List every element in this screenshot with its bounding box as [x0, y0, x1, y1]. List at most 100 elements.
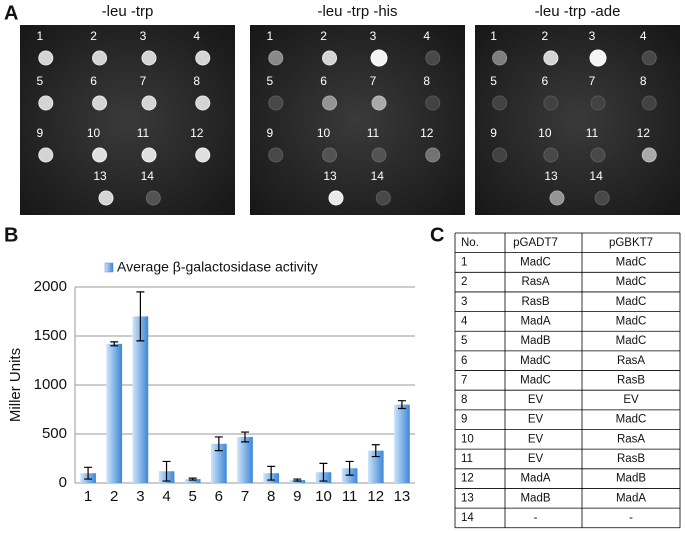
- colony: [195, 147, 211, 163]
- colony: [425, 50, 441, 66]
- table-cell: 12: [461, 473, 474, 485]
- colony-label: 9: [490, 126, 497, 140]
- colony: [370, 49, 388, 67]
- y-axis-title: Miller Units: [7, 348, 24, 422]
- colony-label: 5: [490, 74, 497, 88]
- x-tick-label: 11: [342, 488, 358, 505]
- table-header: pGBKT7: [609, 237, 653, 249]
- table-cell: EV: [528, 453, 544, 465]
- colony: [594, 190, 610, 206]
- table-cell: 5: [461, 335, 467, 347]
- colony-label: 13: [93, 169, 107, 183]
- error-bar: [110, 341, 119, 347]
- colony-label: 10: [317, 126, 331, 140]
- colony-label: 11: [367, 126, 380, 140]
- colony: [543, 50, 559, 66]
- y-tick-label: 0: [59, 474, 67, 491]
- colony: [38, 95, 54, 111]
- table-cell: MadB: [520, 335, 550, 347]
- table-cell: 10: [461, 433, 474, 445]
- colony-label: 2: [90, 29, 97, 43]
- error-bar: [84, 466, 93, 480]
- colony-label: 6: [90, 74, 97, 88]
- colony: [543, 147, 559, 163]
- colony: [590, 95, 606, 111]
- error-bar: [293, 478, 302, 482]
- colony-label: 10: [87, 126, 101, 140]
- colony: [590, 147, 606, 163]
- error-bar: [162, 460, 171, 482]
- colony-label: 2: [542, 29, 549, 43]
- colony-label: 14: [371, 169, 385, 183]
- error-bar: [345, 460, 354, 476]
- legend-swatch: [104, 262, 114, 273]
- colony: [371, 147, 387, 163]
- colony: [641, 50, 657, 66]
- table-cell: 6: [461, 355, 467, 367]
- table-cell: MadA: [520, 473, 550, 485]
- table-cell: -: [629, 512, 633, 524]
- table-cell: MadC: [616, 276, 647, 288]
- colony-label: 4: [193, 29, 200, 43]
- panel-label: B: [4, 224, 18, 246]
- table-cell: 8: [461, 394, 467, 406]
- plate-title: -leu -trp: [102, 3, 154, 20]
- colony: [141, 147, 157, 163]
- x-tick-label: 10: [315, 488, 332, 505]
- colony-label: 12: [190, 126, 204, 140]
- colony: [92, 95, 108, 111]
- table-cell: RasB: [617, 453, 645, 465]
- colony: [641, 95, 657, 111]
- table-cell: MadB: [616, 473, 646, 485]
- colony-label: 1: [36, 29, 43, 43]
- y-tick-label: 1500: [34, 327, 67, 344]
- colony-label: 2: [320, 29, 327, 43]
- table-cell: 7: [461, 374, 467, 386]
- colony: [425, 147, 441, 163]
- colony-label: 5: [36, 74, 43, 88]
- colony-label: 7: [140, 74, 147, 88]
- colony: [92, 50, 108, 66]
- y-tick-label: 2000: [34, 278, 67, 295]
- table-cell: 2: [461, 276, 467, 288]
- colony-label: 6: [542, 74, 549, 88]
- table-header: pGADT7: [513, 237, 558, 249]
- colony-label: 1: [490, 29, 497, 43]
- x-tick-label: 3: [136, 488, 144, 505]
- table-cell: 11: [461, 453, 473, 465]
- table-cell: MadC: [616, 414, 647, 426]
- colony: [371, 95, 387, 111]
- x-tick-label: 8: [267, 488, 275, 505]
- colony: [322, 95, 338, 111]
- colony: [98, 190, 114, 206]
- error-bar: [136, 291, 145, 342]
- x-tick-label: 5: [189, 488, 197, 505]
- bar: [184, 479, 201, 483]
- table-cell: MadC: [616, 257, 647, 269]
- colony: [195, 95, 211, 111]
- y-tick-label: 1000: [34, 376, 67, 393]
- colony-label: 5: [266, 74, 273, 88]
- y-tick-label: 500: [42, 425, 67, 442]
- colony-label: 9: [36, 126, 43, 140]
- plate-title: -leu -trp -his: [317, 3, 397, 20]
- colony: [492, 50, 508, 66]
- colony-label: 12: [637, 126, 651, 140]
- panel-label: A: [4, 2, 18, 24]
- error-bar: [214, 436, 223, 452]
- colony: [141, 50, 157, 66]
- table-cell: 4: [461, 315, 468, 327]
- table-cell: MadC: [520, 257, 551, 269]
- colony: [492, 95, 508, 111]
- colony-label: 4: [640, 29, 647, 43]
- colony: [38, 147, 54, 163]
- bar: [106, 343, 123, 483]
- colony-label: 7: [589, 74, 596, 88]
- x-tick-label: 12: [367, 488, 384, 505]
- table-cell: 9: [461, 414, 467, 426]
- bar: [367, 450, 384, 483]
- colony-label: 14: [589, 169, 603, 183]
- colony-label: 8: [193, 74, 200, 88]
- bar: [237, 436, 253, 483]
- table-cell: RasA: [521, 276, 549, 288]
